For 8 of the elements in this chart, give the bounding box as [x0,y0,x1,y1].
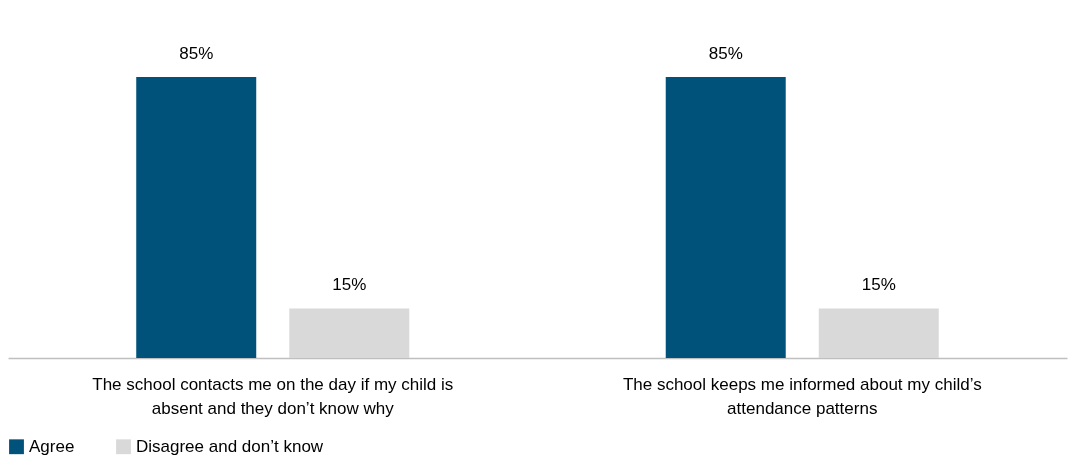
data-label: 85% [179,44,214,63]
x-tick-label: The school contacts me on the day if my child is absent and they don’t know why [92,374,454,418]
legend-label: Disagree and don’t know [136,436,324,456]
x-tick-label: The school keeps me informed about my child’s attendance patterns [622,374,982,418]
data-label: 15% [861,275,896,295]
legend-label: Agree [29,436,75,456]
data-label: 15% [332,275,367,295]
data-label: 85% [708,44,743,63]
